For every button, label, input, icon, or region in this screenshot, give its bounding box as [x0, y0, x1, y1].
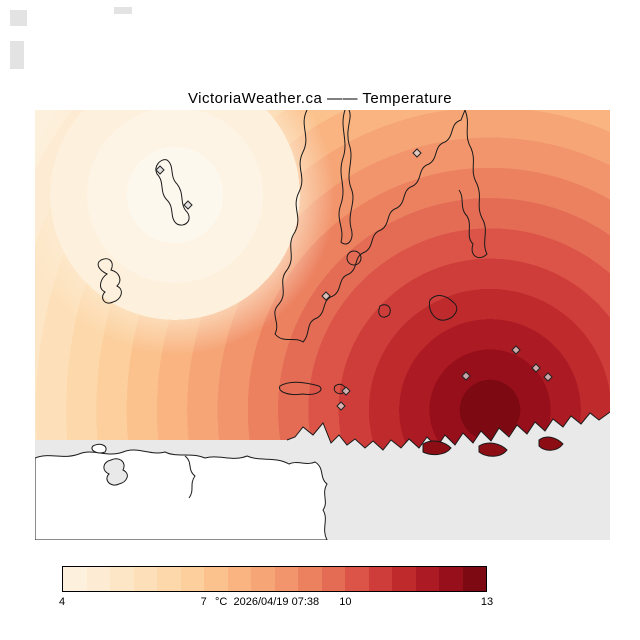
channel-line — [184, 455, 196, 499]
colorbar-segment — [392, 567, 416, 591]
screen-artifact — [10, 41, 24, 69]
colorbar-segment — [180, 567, 204, 591]
colorbar-tick-label: 4 — [58, 596, 66, 608]
coastline-east — [458, 110, 488, 259]
station-marker — [321, 291, 331, 301]
colorbar-caption: °C 2026/04/19 07:38 — [215, 596, 319, 608]
colorbar-segment — [368, 567, 392, 591]
station-marker — [341, 386, 351, 396]
colorbar-segment — [439, 567, 463, 591]
station-marker — [511, 345, 521, 355]
small-island — [346, 250, 362, 266]
station-marker — [412, 148, 422, 158]
colorbar-segment — [345, 567, 369, 591]
colorbar-segment — [63, 567, 87, 591]
coastline-main — [274, 110, 466, 343]
offshore-island — [422, 440, 452, 456]
unit-label: °C — [215, 596, 228, 608]
page-title: VictoriaWeather.ca —— Temperature — [187, 90, 453, 107]
screen-artifact — [114, 7, 132, 14]
island-chain — [97, 258, 122, 304]
colorbar-segment — [227, 567, 251, 591]
colorbar-segment — [133, 567, 157, 591]
small-white-island — [91, 443, 107, 454]
station-marker — [155, 165, 165, 175]
station-markers — [155, 148, 553, 411]
station-marker — [531, 363, 541, 373]
offshore-island — [478, 442, 508, 457]
colorbar-segment — [321, 567, 345, 591]
peninsula-outline — [155, 159, 190, 226]
colorbar-segment — [274, 567, 298, 591]
colorbar-segment — [157, 567, 181, 591]
colorbar-tick-label: 10 — [339, 596, 352, 608]
station-marker — [543, 372, 553, 382]
offshore-island — [538, 436, 564, 451]
colorbar-tick-label: 13 — [480, 596, 494, 608]
cool-center — [35, 110, 335, 355]
elongated-island — [279, 381, 322, 395]
small-island — [378, 304, 391, 318]
colorbar-ticks: °C 2026/04/19 07:38 4 7 10 13 — [58, 596, 493, 612]
colorbar-segment — [415, 567, 439, 591]
colorbar-segment — [86, 567, 110, 591]
colorbar-segment — [110, 567, 134, 591]
coastline-fjord — [338, 110, 354, 245]
south-landmass — [35, 449, 328, 540]
map-canvas — [35, 110, 610, 540]
colorbar-segment — [251, 567, 275, 591]
timestamp-label: 2026/04/19 07:38 — [233, 596, 320, 608]
small-island — [428, 295, 458, 321]
colorbar-segment — [204, 567, 228, 591]
screen-artifact — [10, 10, 27, 26]
colorbar — [62, 566, 487, 592]
station-marker — [336, 401, 346, 411]
inlet-water — [103, 458, 128, 486]
colorbar-tick-label: 7 — [200, 596, 207, 608]
colorbar-segment — [462, 567, 486, 591]
coastline-south — [286, 411, 610, 451]
station-marker — [183, 200, 193, 210]
colorbar-segment — [298, 567, 322, 591]
temperature-field — [35, 110, 610, 450]
station-marker — [461, 371, 471, 381]
temperature-map — [35, 110, 610, 540]
